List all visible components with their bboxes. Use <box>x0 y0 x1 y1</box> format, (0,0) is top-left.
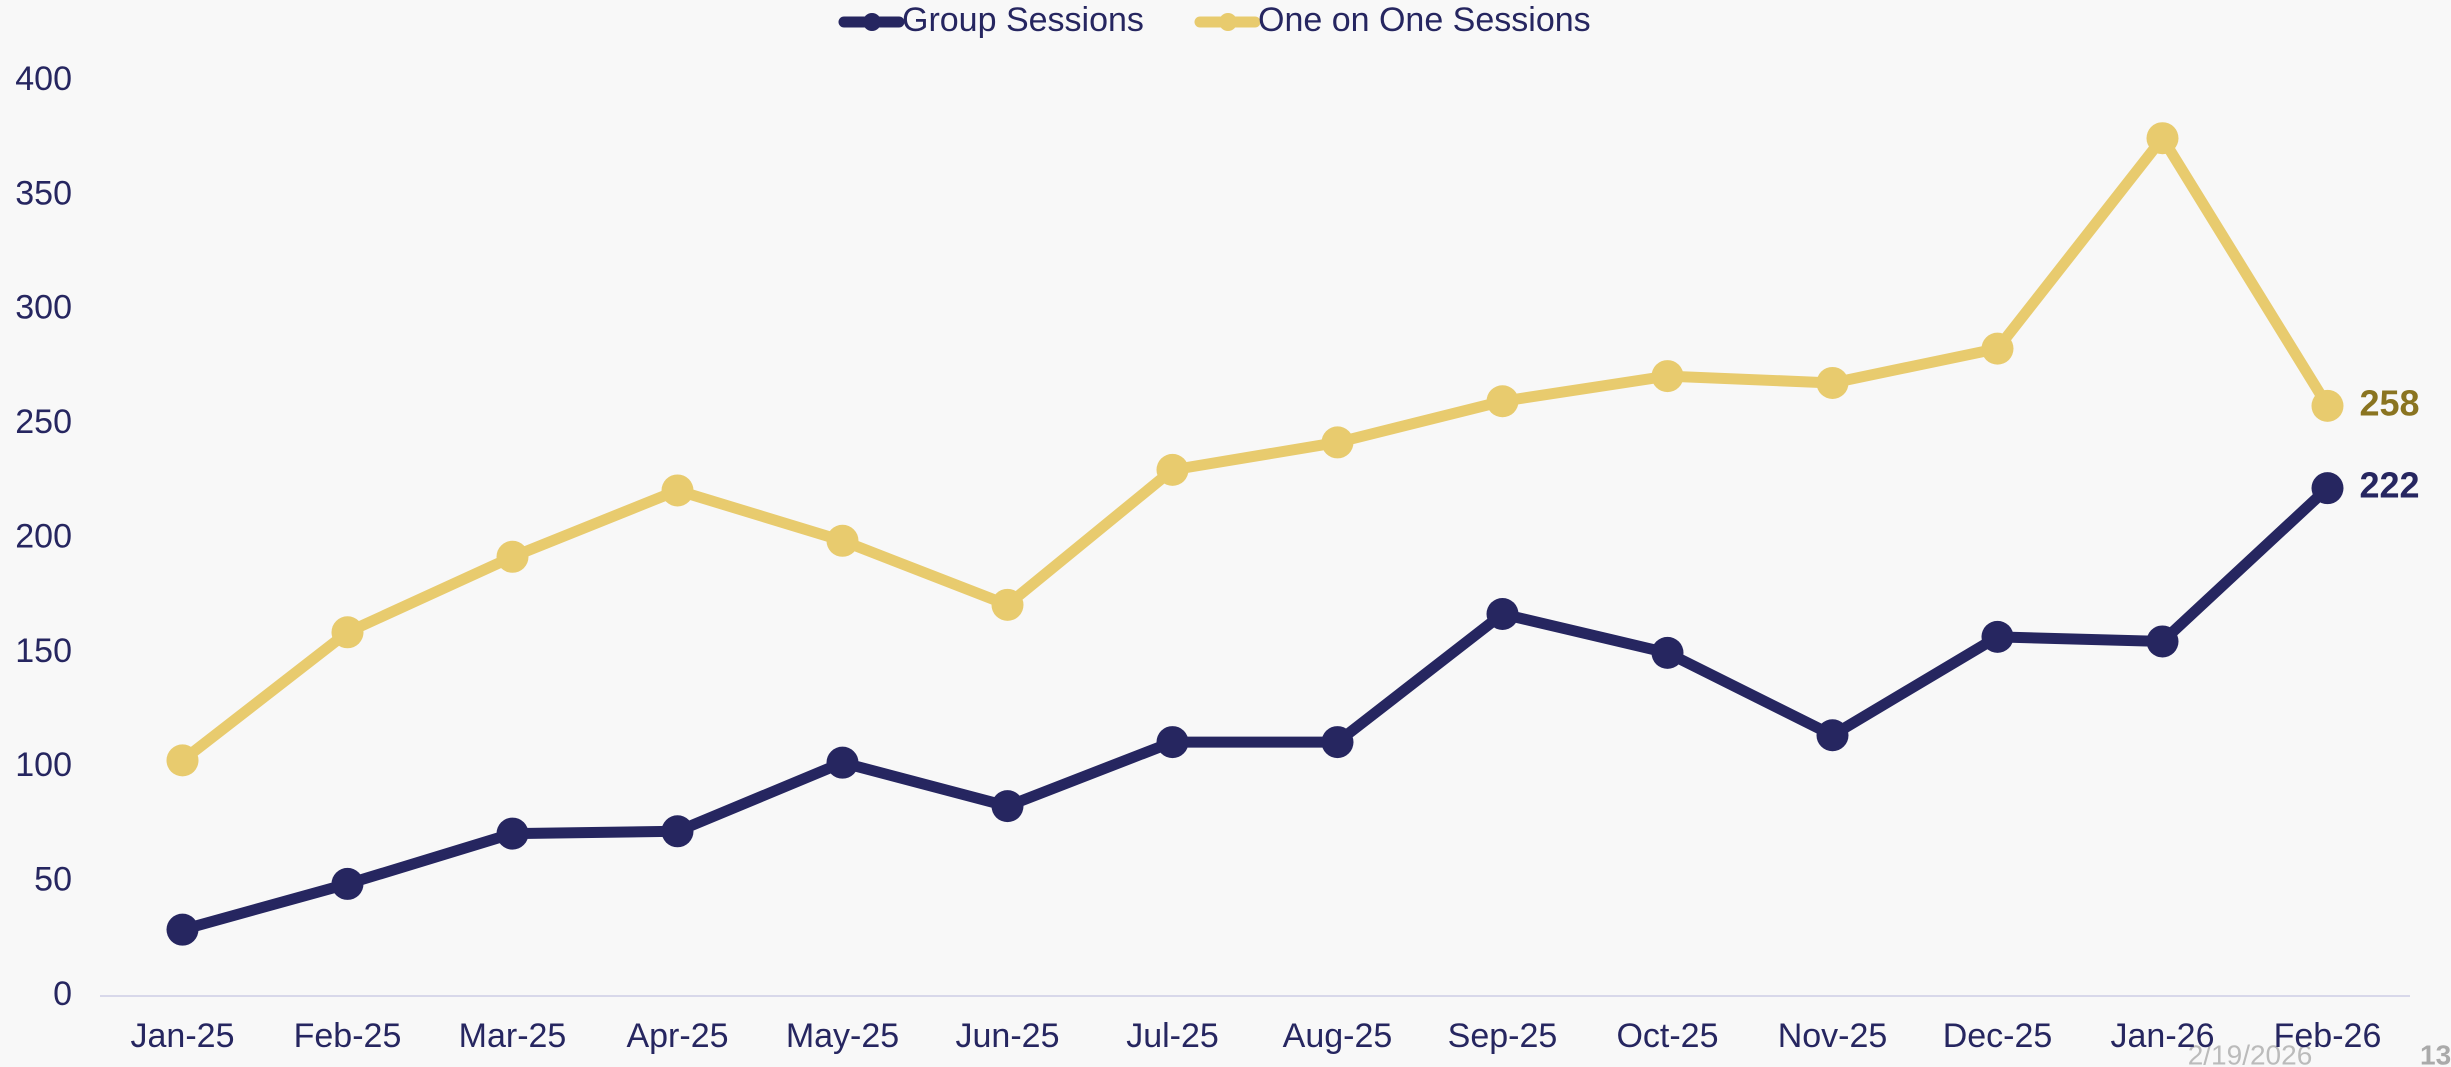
data-point <box>1321 426 1354 459</box>
data-point <box>496 540 529 573</box>
data-point <box>826 746 859 779</box>
y-tick-label: 400 <box>15 60 72 98</box>
series-line <box>179 132 2333 765</box>
data-point <box>166 913 199 946</box>
legend-label: Group Sessions <box>902 1 1144 39</box>
data-point <box>1981 332 2014 365</box>
data-point <box>2146 122 2179 155</box>
x-tick-label: Jun-25 <box>956 1017 1060 1055</box>
data-point <box>1816 719 1849 752</box>
series-line <box>181 484 2332 935</box>
y-tick-label: 200 <box>15 517 72 555</box>
x-tick-label: Dec-25 <box>1943 1017 2053 1055</box>
y-tick-label: 0 <box>53 975 72 1013</box>
data-point <box>661 474 694 507</box>
data-point <box>2311 472 2344 505</box>
data-label: 222 <box>2360 465 2420 506</box>
data-point <box>1156 726 1189 759</box>
x-tick-label: Sep-25 <box>1448 1017 1558 1055</box>
data-point <box>1651 636 1684 669</box>
legend-marker <box>863 13 881 31</box>
data-point <box>331 616 364 649</box>
y-tick-label: 250 <box>15 403 72 441</box>
footer-date: 2/19/2026 <box>2188 1039 2313 1067</box>
data-point <box>1486 597 1519 630</box>
y-tick-label: 100 <box>15 746 72 784</box>
x-tick-label: Apr-25 <box>626 1017 728 1055</box>
legend-label: One on One Sessions <box>1258 1 1591 39</box>
page-number: 13 <box>2420 1039 2451 1067</box>
data-point <box>1651 360 1684 393</box>
legend-marker <box>1219 13 1237 31</box>
data-point <box>661 815 694 848</box>
data-point <box>1486 385 1519 418</box>
data-point <box>1321 726 1354 759</box>
y-tick-label: 350 <box>15 174 72 212</box>
x-tick-label: Jan-26 <box>2111 1017 2215 1055</box>
data-point <box>2146 625 2179 658</box>
data-point <box>1981 620 2014 653</box>
data-point <box>496 817 529 850</box>
x-tick-label: Mar-25 <box>459 1017 567 1055</box>
x-tick-label: Nov-25 <box>1778 1017 1888 1055</box>
y-tick-label: 150 <box>15 632 72 670</box>
y-tick-label: 300 <box>15 289 72 327</box>
data-point <box>1156 453 1189 486</box>
data-point <box>826 524 859 557</box>
x-tick-label: Jan-25 <box>131 1017 235 1055</box>
data-point <box>1816 366 1849 399</box>
data-point <box>2311 389 2344 422</box>
data-point <box>991 588 1024 621</box>
x-tick-label: Oct-25 <box>1616 1017 1718 1055</box>
data-label: 258 <box>2360 382 2420 423</box>
data-point <box>166 744 199 777</box>
x-tick-label: May-25 <box>786 1017 899 1055</box>
data-point <box>991 790 1024 823</box>
data-point <box>331 867 364 900</box>
x-tick-label: Feb-25 <box>294 1017 402 1055</box>
x-tick-label: Aug-25 <box>1283 1017 1393 1055</box>
y-tick-label: 50 <box>34 861 72 899</box>
x-tick-label: Jul-25 <box>1126 1017 1219 1055</box>
x-tick-label: Feb-26 <box>2274 1017 2382 1055</box>
